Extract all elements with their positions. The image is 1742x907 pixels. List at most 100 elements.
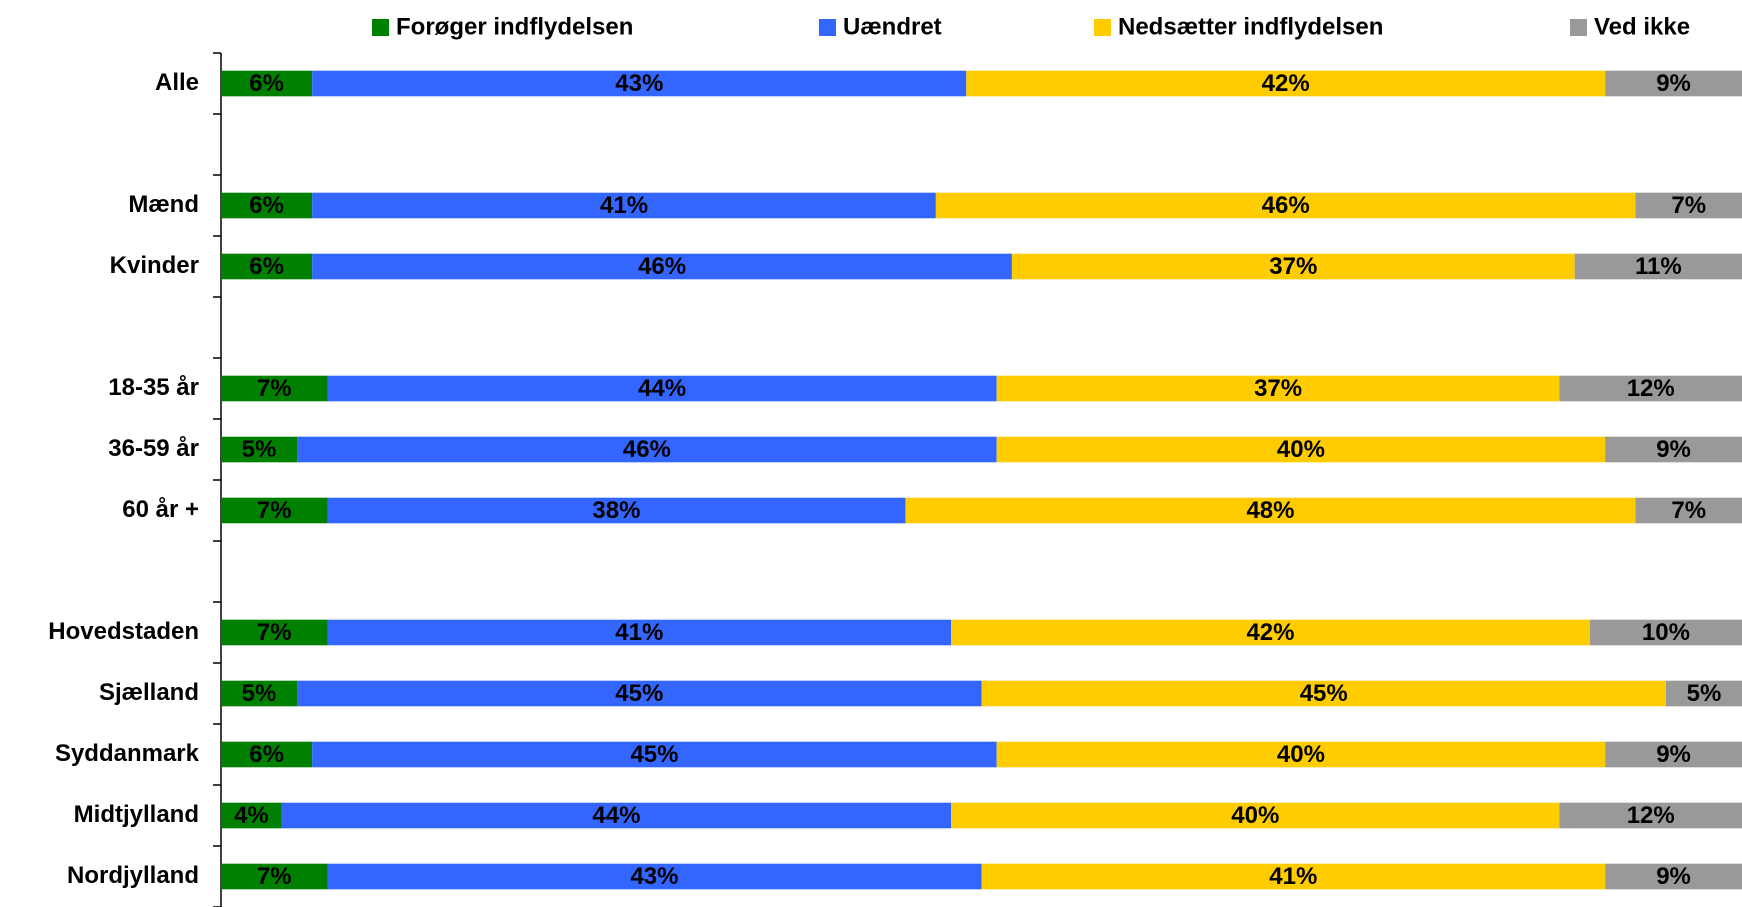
data-label: 44% [638,375,686,402]
data-label: 5% [1687,680,1722,707]
bar-segment [221,70,313,97]
bar-segment [221,863,328,890]
bar-segment [312,192,936,219]
bar-segment [1665,680,1742,707]
y-tick-label: Alle [155,69,199,96]
bar-segment [221,192,313,219]
bar-segment [312,741,997,768]
legend-label: Uændret [843,13,942,40]
data-label: 6% [249,741,284,768]
bar-segment [905,497,1636,524]
data-label: 42% [1246,619,1294,646]
bar-segment [1574,253,1742,280]
bar-segment [981,680,1666,707]
data-label: 6% [249,192,284,219]
bar-segment [281,802,952,829]
y-tick-label: 18-35 år [108,374,199,401]
data-label: 40% [1231,802,1279,829]
legend-label: Nedsætter indflydelsen [1118,13,1383,40]
bar-segment [1011,253,1575,280]
y-tick-label: Hovedstaden [48,618,199,645]
bar-segment [1605,70,1742,97]
bar-segment [1559,802,1742,829]
bar-segment [966,70,1606,97]
bar-segment [1589,619,1742,646]
data-label: 11% [1635,253,1682,280]
data-label: 37% [1254,375,1302,402]
data-label: 41% [1269,863,1317,890]
data-label: 48% [1246,497,1294,524]
data-label: 10% [1642,619,1690,646]
data-label: 9% [1656,741,1691,768]
bar-segment [996,375,1560,402]
bar-segment [221,680,298,707]
bar-segment [935,192,1636,219]
bar-segment [996,741,1606,768]
bar-segment [297,436,997,463]
bar-segment [996,436,1606,463]
data-label: 38% [592,497,640,524]
data-label: 7% [257,497,292,524]
data-label: 40% [1277,436,1325,463]
bar-segment [1559,375,1742,402]
bar-segment [221,741,313,768]
data-label: 45% [630,741,678,768]
bar-segment [297,680,982,707]
bar-segment [1635,497,1742,524]
bar-segment [327,375,997,402]
data-label: 46% [638,253,686,280]
data-label: 9% [1656,70,1691,97]
bar-segment [312,253,1012,280]
data-label: 7% [1671,192,1706,219]
data-label: 42% [1262,70,1310,97]
data-label: 46% [623,436,671,463]
bar-segment [951,802,1560,829]
bar-segment [981,863,1606,890]
data-label: 43% [615,70,663,97]
legend-swatch [1094,19,1111,36]
data-label: 7% [257,863,292,890]
bar-segment [221,253,313,280]
bar-segment [327,497,906,524]
legend-swatch [1570,19,1587,36]
y-tick-label: 36-59 år [108,435,199,462]
legend-swatch [372,19,389,36]
bar-segment [312,70,967,97]
data-label: 4% [234,802,269,829]
data-label: 5% [242,680,277,707]
y-tick-label: Nordjylland [67,862,199,889]
data-label: 12% [1627,375,1675,402]
data-label: 44% [592,802,640,829]
data-label: 40% [1277,741,1325,768]
data-label: 37% [1269,253,1317,280]
data-label: 7% [257,619,292,646]
bar-segment [951,619,1590,646]
y-tick-label: 60 år + [122,496,199,523]
bar-segment [327,863,982,890]
data-label: 41% [600,192,648,219]
data-label: 9% [1656,436,1691,463]
y-tick-label: Midtjylland [74,801,199,828]
data-label: 12% [1627,802,1675,829]
y-tick-label: Kvinder [110,252,199,279]
bar-segment [221,619,328,646]
legend-swatch [819,19,836,36]
bar-segment [1635,192,1742,219]
data-label: 43% [630,863,678,890]
bar-segment [1605,863,1742,890]
data-label: 41% [615,619,663,646]
data-label: 6% [249,253,284,280]
bar-segment [221,375,328,402]
bar-segment [221,497,328,524]
data-label: 7% [257,375,292,402]
bar-segment [221,436,298,463]
legend-label: Ved ikke [1594,13,1690,40]
data-label: 5% [242,436,277,463]
data-label: 46% [1262,192,1310,219]
data-label: 7% [1671,497,1706,524]
data-label: 9% [1656,863,1691,890]
bar-segment [1605,436,1742,463]
data-label: 45% [1300,680,1348,707]
bar-segment [221,802,282,829]
